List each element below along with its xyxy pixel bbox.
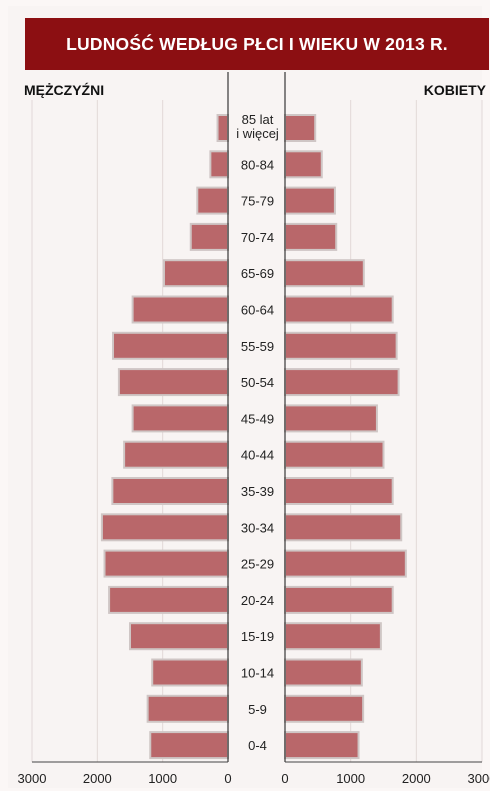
bar-female-5 [284, 295, 394, 324]
bar-female-8 [284, 404, 378, 433]
bar-male-7 [117, 368, 229, 397]
bar-female-4 [284, 259, 365, 288]
bar-male-0 [216, 114, 229, 142]
tick-right-3000: 3000 [468, 771, 490, 786]
category-label-2: 75-79 [241, 194, 274, 209]
category-label-6: 55-59 [241, 339, 274, 354]
bar-female-13 [284, 585, 394, 614]
bar-male-17 [149, 731, 229, 760]
category-label-17: 0-4 [248, 738, 267, 753]
category-label-11: 30-34 [241, 520, 274, 535]
bar-female-2 [284, 186, 336, 215]
bar-male-8 [131, 404, 229, 433]
tick-left-1000: 1000 [148, 771, 177, 786]
category-label-12: 25-29 [241, 557, 274, 572]
bar-female-16 [284, 694, 365, 723]
bar-male-6 [112, 331, 229, 360]
category-label-14: 15-19 [241, 629, 274, 644]
bar-male-9 [123, 440, 229, 469]
category-label-13: 20-24 [241, 593, 274, 608]
bar-male-11 [100, 513, 229, 542]
category-label-10: 35-39 [241, 484, 274, 499]
chart-title: LUDNOŚĆ WEDŁUG PŁCI I WIEKU W 2013 R. [25, 18, 489, 70]
tick-right-0: 0 [281, 771, 288, 786]
bar-male-16 [146, 694, 229, 723]
category-label-0: 85 lat i więcej [236, 112, 279, 141]
chart-frame [8, 6, 482, 788]
category-label-8: 45-49 [241, 411, 274, 426]
bar-male-10 [111, 477, 229, 505]
bar-male-4 [162, 259, 229, 288]
category-label-9: 40-44 [241, 448, 274, 463]
category-label-5: 60-64 [241, 303, 274, 318]
bar-female-12 [284, 549, 407, 578]
bar-male-14 [129, 622, 229, 651]
left-series-label: MĘŻCZYŹNI [24, 82, 105, 98]
bar-female-14 [284, 622, 382, 651]
category-label-16: 5-9 [248, 702, 267, 717]
bar-male-5 [131, 295, 229, 324]
bar-male-13 [108, 585, 229, 614]
category-label-4: 65-69 [241, 266, 274, 281]
tick-right-2000: 2000 [402, 771, 431, 786]
bar-female-1 [284, 150, 323, 179]
right-series-label: KOBIETY [423, 82, 486, 98]
bar-male-1 [209, 150, 229, 179]
bar-female-11 [284, 513, 403, 542]
category-label-7: 50-54 [241, 375, 274, 390]
bar-female-3 [284, 222, 338, 251]
tick-left-2000: 2000 [83, 771, 112, 786]
bar-female-6 [284, 331, 398, 360]
bar-male-2 [196, 186, 230, 215]
category-label-15: 10-14 [241, 666, 274, 681]
category-label-1: 80-84 [241, 157, 274, 172]
tick-left-0: 0 [224, 771, 231, 786]
bar-female-0 [284, 114, 317, 142]
bar-female-9 [284, 440, 385, 469]
bar-female-10 [284, 477, 394, 505]
category-label-3: 70-74 [241, 230, 274, 245]
bar-male-3 [189, 222, 229, 251]
bar-female-15 [284, 658, 363, 687]
tick-left-3000: 3000 [18, 771, 47, 786]
bar-male-15 [151, 658, 229, 687]
bar-female-7 [284, 368, 400, 397]
tick-right-1000: 1000 [336, 771, 365, 786]
bar-male-12 [103, 549, 229, 578]
bar-female-17 [284, 731, 360, 760]
